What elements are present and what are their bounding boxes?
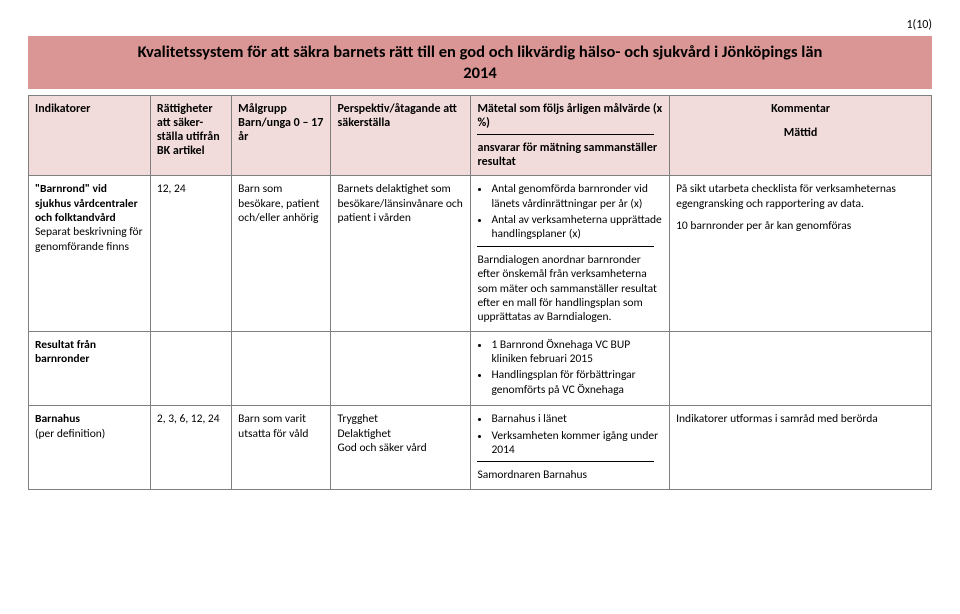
table-row: Resultat från barnronder 1 Barnrond Öxne… xyxy=(29,331,932,406)
document-title: Kvalitetssystem för att säkra barnets rä… xyxy=(28,36,932,89)
cell-perspective: Trygghet Delaktighet God och säker vård xyxy=(331,406,471,490)
header-comment-bottom: Mättid xyxy=(676,126,925,140)
table-row: "Barnrond" vid sjukhus vårdcentraler och… xyxy=(29,176,932,331)
metric-bullet: Handlingsplan för förbättringar genomför… xyxy=(491,368,663,397)
metric-divider xyxy=(477,461,653,462)
cell-comment: På sikt utarbeta checklista för verksamh… xyxy=(670,176,932,331)
header-comment-top: Kommentar xyxy=(676,102,925,116)
page-number: 1(10) xyxy=(28,18,932,32)
indicator-lead: "Barnrond" vid sjukhus vårdcentraler och… xyxy=(35,182,138,225)
indicator-rest: Separat beskrivning för genomförande fin… xyxy=(35,225,144,254)
title-line-2: 2014 xyxy=(463,63,496,83)
header-rights: Rättigheter att säker-ställa utifrån BK … xyxy=(150,96,231,176)
cell-comment: Indikatorer utformas i samråd med berörd… xyxy=(670,406,932,490)
metric-bullet: Verksamheten kommer igång under 2014 xyxy=(491,429,663,458)
comment-para: 10 barnronder per år kan genomföras xyxy=(676,219,925,233)
header-comment: Kommentar Mättid xyxy=(670,96,932,176)
cell-indicator: Resultat från barnronder xyxy=(29,331,151,406)
metric-bullet: 1 Barnrond Öxnehaga VC BUP kliniken febr… xyxy=(491,338,663,367)
cell-perspective xyxy=(331,331,471,406)
cell-perspective: Barnets delaktighet som besökare/länsinv… xyxy=(331,176,471,331)
metric-bullet: Barnahus i länet xyxy=(491,412,663,426)
metric-divider xyxy=(477,246,653,247)
cell-metric: Barnahus i länet Verksamheten kommer igå… xyxy=(471,406,670,490)
metric-bullet: Antal genomförda barnronder vid länets v… xyxy=(491,182,663,211)
metric-paragraph: Samordnaren Barnahus xyxy=(477,468,663,482)
header-metric-top: Mätetal som följs årligen målvärde (x %) xyxy=(477,102,663,130)
quality-system-table: Indikatorer Rättigheter att säker-ställa… xyxy=(28,95,932,489)
header-metric-bottom: ansvarar för mätning sammanställer resul… xyxy=(477,141,663,169)
header-row: Indikatorer Rättigheter att säker-ställa… xyxy=(29,96,932,176)
header-indicators: Indikatorer xyxy=(29,96,151,176)
cell-indicator: "Barnrond" vid sjukhus vårdcentraler och… xyxy=(29,176,151,331)
cell-rights: 12, 24 xyxy=(150,176,231,331)
cell-group: Barn som varit utsatta för våld xyxy=(232,406,331,490)
cell-group: Barn som besökare, patient och/eller anh… xyxy=(232,176,331,331)
table-row: Barnahus (per definition) 2, 3, 6, 12, 2… xyxy=(29,406,932,490)
cell-comment xyxy=(670,331,932,406)
metric-bullet: Antal av verksamheterna upprättade handl… xyxy=(491,213,663,242)
comment-para: Indikatorer utformas i samråd med berörd… xyxy=(676,412,925,426)
header-divider xyxy=(477,134,653,135)
cell-rights xyxy=(150,331,231,406)
cell-group xyxy=(232,331,331,406)
indicator-rest: (per definition) xyxy=(35,427,144,441)
header-perspective: Perspektiv/åtagande att säkerställa xyxy=(331,96,471,176)
metric-paragraph: Barndialogen anordnar barnronder efter ö… xyxy=(477,253,663,325)
cell-rights: 2, 3, 6, 12, 24 xyxy=(150,406,231,490)
cell-metric: Antal genomförda barnronder vid länets v… xyxy=(471,176,670,331)
cell-indicator: Barnahus (per definition) xyxy=(29,406,151,490)
indicator-lead: Barnahus xyxy=(35,412,80,426)
header-metric: Mätetal som följs årligen målvärde (x %)… xyxy=(471,96,670,176)
table-body: "Barnrond" vid sjukhus vårdcentraler och… xyxy=(29,176,932,489)
comment-para: På sikt utarbeta checklista för verksamh… xyxy=(676,182,925,211)
indicator-lead: Resultat från barnronder xyxy=(35,338,96,366)
cell-metric: 1 Barnrond Öxnehaga VC BUP kliniken febr… xyxy=(471,331,670,406)
title-line-1: Kvalitetssystem för att säkra barnets rä… xyxy=(138,42,823,62)
header-group: Målgrupp Barn/unga 0 – 17 år xyxy=(232,96,331,176)
